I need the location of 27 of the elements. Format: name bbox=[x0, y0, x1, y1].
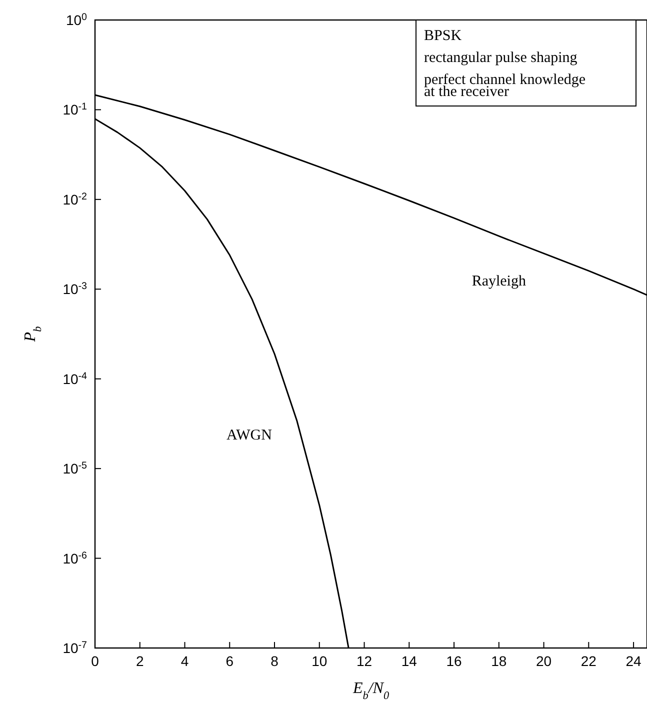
series-label: AWGN bbox=[226, 428, 272, 444]
x-tick-label: 8 bbox=[270, 653, 279, 669]
x-tick-label: 2 bbox=[136, 653, 144, 669]
series-label: Rayleigh bbox=[472, 274, 526, 290]
y-tick-label: 10$^{-7}$ bbox=[62, 640, 87, 656]
y-tick-label: 10$^{-4}$ bbox=[62, 370, 88, 387]
annotation: perfect channel knowledge bbox=[424, 72, 586, 88]
x-tick-label: 16 bbox=[446, 653, 462, 669]
y-tick-label: 10$^{0}$ bbox=[66, 12, 88, 28]
x-tick-label: 0 bbox=[91, 653, 100, 669]
y-tick-label: 10$^{-5}$ bbox=[62, 460, 88, 477]
x-tick-label: 18 bbox=[491, 653, 507, 669]
x-tick-label: 4 bbox=[180, 653, 189, 669]
x-tick-label: 20 bbox=[536, 653, 552, 669]
x-tick-label: 14 bbox=[401, 653, 418, 669]
x-tick-label: 10 bbox=[312, 653, 328, 669]
x-tick-label: 12 bbox=[356, 653, 372, 669]
y-tick-label: 10$^{-3}$ bbox=[62, 280, 88, 298]
x-tick-label: 24 bbox=[626, 653, 642, 669]
annotation: BPSK bbox=[424, 28, 462, 44]
annotation: rectangular pulse shaping bbox=[424, 50, 578, 66]
y-tick-label: 10$^{-2}$ bbox=[62, 190, 87, 208]
x-tick-label: 22 bbox=[580, 653, 597, 669]
y-tick-label: 10$^{-6}$ bbox=[62, 550, 88, 566]
y-tick-label: 10$^{-1}$ bbox=[62, 101, 87, 118]
x-tick-label: 6 bbox=[226, 653, 234, 669]
x-axis-title: E$_{b}$/N$_{0}$ bbox=[352, 680, 390, 701]
